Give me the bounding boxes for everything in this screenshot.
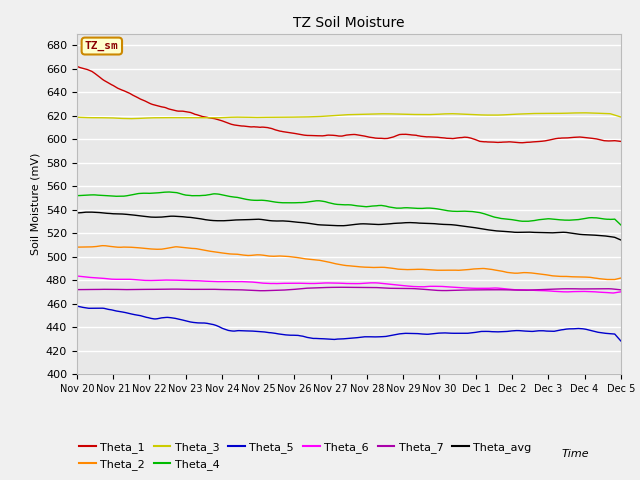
Theta_3 bbox=[73, 114, 81, 120]
Theta_2 bbox=[73, 244, 81, 250]
Theta_7 bbox=[253, 288, 261, 293]
Theta_1 bbox=[140, 97, 147, 103]
Theta_5 bbox=[253, 329, 261, 335]
Theta_avg bbox=[141, 214, 149, 219]
Line: Theta_2: Theta_2 bbox=[77, 246, 621, 279]
Theta_5 bbox=[262, 329, 270, 335]
Theta_4 bbox=[140, 191, 147, 196]
Line: Theta_5: Theta_5 bbox=[77, 306, 621, 341]
Theta_3 bbox=[617, 114, 625, 120]
Theta_7 bbox=[312, 285, 320, 290]
Theta_3 bbox=[141, 115, 149, 121]
Line: Theta_1: Theta_1 bbox=[77, 66, 621, 143]
Theta_avg bbox=[255, 216, 262, 222]
Theta_6 bbox=[587, 289, 595, 295]
Line: Theta_4: Theta_4 bbox=[77, 192, 621, 225]
Theta_6 bbox=[617, 289, 625, 295]
Theta_avg bbox=[588, 232, 596, 238]
Theta_6 bbox=[311, 281, 319, 287]
Y-axis label: Soil Moisture (mV): Soil Moisture (mV) bbox=[30, 153, 40, 255]
Theta_7 bbox=[235, 287, 243, 293]
Theta_2 bbox=[264, 253, 271, 259]
Theta_7 bbox=[258, 288, 266, 294]
Line: Theta_6: Theta_6 bbox=[77, 276, 621, 293]
Theta_2 bbox=[605, 276, 612, 282]
Theta_4 bbox=[255, 197, 262, 203]
Theta_4 bbox=[165, 189, 173, 195]
Theta_3 bbox=[589, 110, 597, 116]
Theta_3 bbox=[237, 114, 244, 120]
Theta_2 bbox=[617, 275, 625, 281]
Theta_5 bbox=[587, 328, 595, 334]
Theta_1 bbox=[235, 123, 243, 129]
Theta_2 bbox=[141, 246, 149, 252]
Theta_2 bbox=[99, 243, 106, 249]
Theta_2 bbox=[588, 275, 596, 280]
Line: Theta_avg: Theta_avg bbox=[77, 212, 621, 240]
Theta_avg bbox=[264, 217, 271, 223]
Theta_2 bbox=[237, 252, 244, 258]
Theta_6 bbox=[609, 290, 617, 296]
Theta_5 bbox=[311, 336, 319, 341]
Theta_4 bbox=[617, 222, 625, 228]
Theta_7 bbox=[340, 284, 348, 290]
Theta_5 bbox=[617, 338, 625, 344]
Theta_3 bbox=[264, 114, 271, 120]
Theta_avg bbox=[312, 222, 320, 228]
Theta_7 bbox=[73, 287, 81, 292]
Theta_avg bbox=[73, 210, 81, 216]
Theta_7 bbox=[617, 287, 625, 293]
Theta_6 bbox=[140, 277, 147, 283]
Theta_3 bbox=[580, 110, 588, 116]
Text: TZ_sm: TZ_sm bbox=[85, 41, 118, 51]
Theta_1 bbox=[311, 133, 319, 139]
Theta_4 bbox=[237, 195, 244, 201]
Theta_4 bbox=[312, 198, 320, 204]
Theta_4 bbox=[73, 193, 81, 199]
Theta_1 bbox=[617, 139, 625, 144]
Theta_avg bbox=[86, 209, 94, 215]
Theta_avg bbox=[617, 237, 625, 243]
Theta_5 bbox=[140, 313, 147, 319]
Title: TZ Soil Moisture: TZ Soil Moisture bbox=[293, 16, 404, 30]
Theta_4 bbox=[264, 198, 271, 204]
Text: Time: Time bbox=[561, 449, 589, 459]
Theta_avg bbox=[237, 217, 244, 223]
Theta_7 bbox=[140, 287, 147, 292]
Theta_4 bbox=[588, 215, 596, 220]
Theta_7 bbox=[589, 286, 597, 292]
Theta_7 bbox=[264, 288, 271, 293]
Theta_2 bbox=[255, 252, 262, 258]
Theta_1 bbox=[73, 63, 81, 69]
Theta_3 bbox=[312, 114, 320, 120]
Theta_1 bbox=[262, 125, 270, 131]
Theta_5 bbox=[73, 303, 81, 309]
Theta_6 bbox=[253, 280, 261, 286]
Line: Theta_7: Theta_7 bbox=[77, 287, 621, 291]
Theta_6 bbox=[262, 280, 270, 286]
Legend: Theta_1, Theta_2, Theta_3, Theta_4, Theta_5, Theta_6, Theta_7, Theta_avg: Theta_1, Theta_2, Theta_3, Theta_4, Thet… bbox=[74, 438, 536, 474]
Theta_3 bbox=[127, 116, 135, 121]
Theta_6 bbox=[235, 279, 243, 285]
Theta_1 bbox=[588, 135, 596, 141]
Theta_3 bbox=[255, 115, 262, 120]
Theta_5 bbox=[235, 328, 243, 334]
Theta_1 bbox=[253, 124, 261, 130]
Theta_2 bbox=[312, 257, 320, 263]
Line: Theta_3: Theta_3 bbox=[77, 113, 621, 119]
Theta_1 bbox=[518, 140, 526, 145]
Theta_6 bbox=[73, 273, 81, 279]
